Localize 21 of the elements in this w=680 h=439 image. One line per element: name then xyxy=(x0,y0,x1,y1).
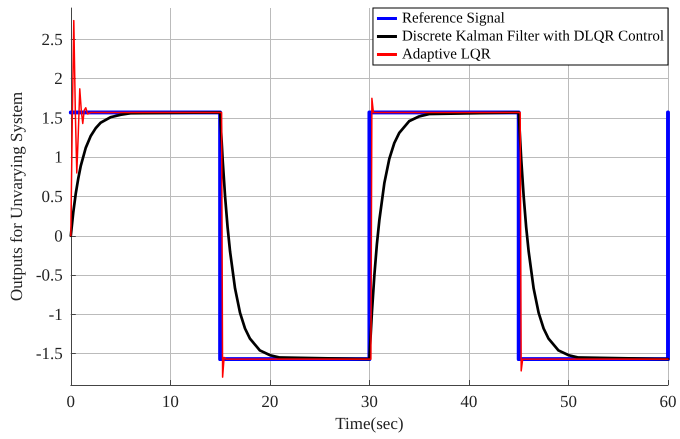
x-tick-label: 10 xyxy=(162,392,179,411)
y-tick-label: 0 xyxy=(54,226,63,246)
y-tick-label: -1 xyxy=(48,304,63,324)
x-tick-label: 50 xyxy=(560,392,577,411)
x-tick-label: 30 xyxy=(360,392,378,411)
x-tick-label: 40 xyxy=(460,392,478,411)
y-tick-label: 0.5 xyxy=(42,187,63,206)
legend-label: Discrete Kalman Filter with DLQR Control xyxy=(402,28,664,44)
legend-label: Reference Signal xyxy=(402,10,505,26)
y-tick-label: 1 xyxy=(54,148,63,167)
y-tick-label: -1.5 xyxy=(36,344,63,364)
y-axis-title: Outputs for Unvarying System xyxy=(7,92,26,302)
legend-label: Adaptive LQR xyxy=(402,46,491,62)
x-tick-label: 0 xyxy=(66,392,76,411)
x-tick-label: 20 xyxy=(261,392,278,411)
y-tick-label: 1.5 xyxy=(42,108,63,128)
y-tick-label: 2 xyxy=(54,69,63,88)
y-tick-label: 2.5 xyxy=(42,30,63,49)
x-axis-title: Time(sec) xyxy=(335,414,404,433)
y-tick-label: -0.5 xyxy=(36,266,63,285)
x-tick-label: 60 xyxy=(660,392,676,411)
